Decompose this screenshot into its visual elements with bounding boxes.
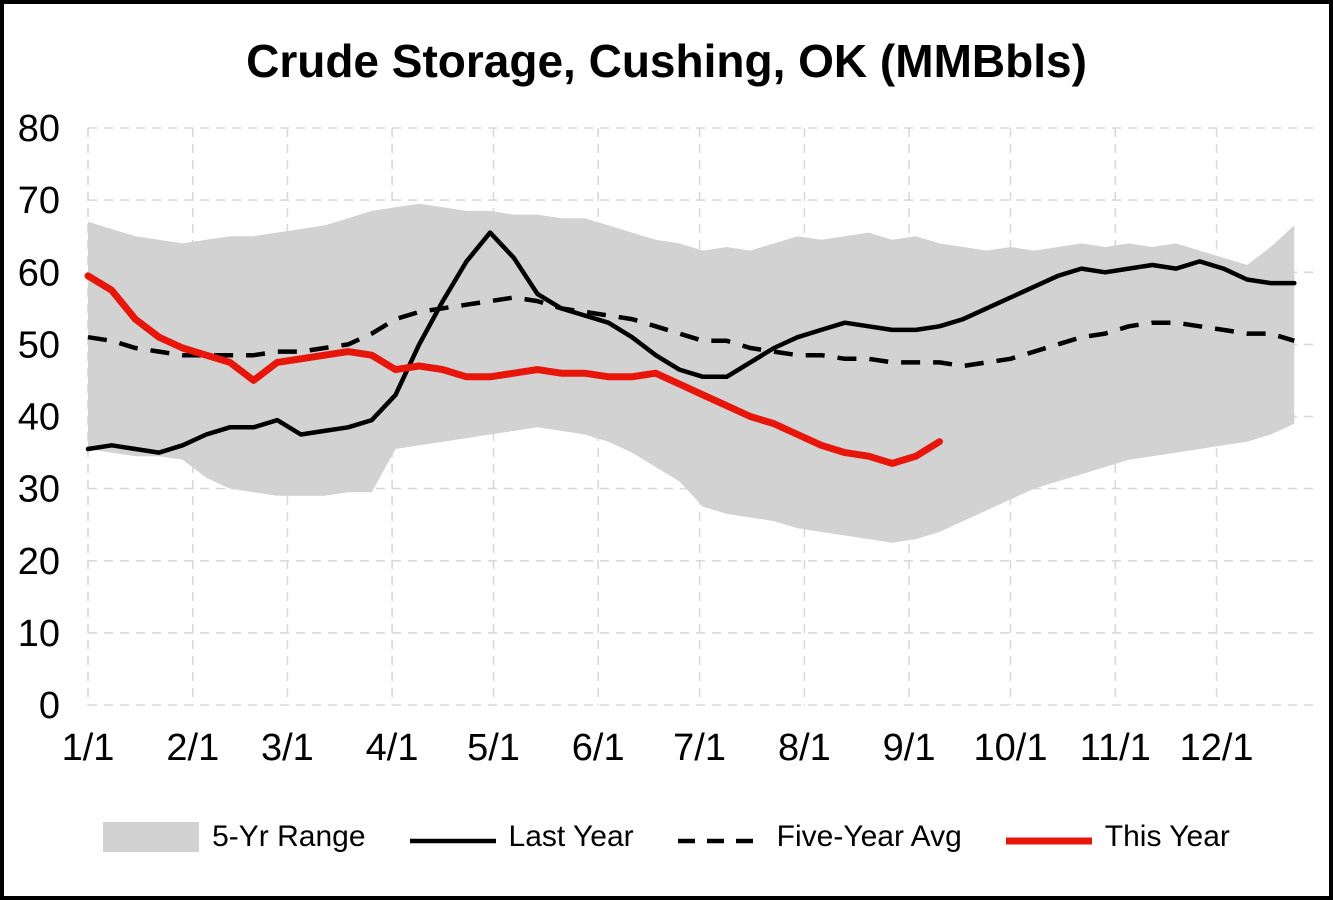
y-tick-label: 40 xyxy=(18,397,60,439)
series-line-five-year-avg xyxy=(87,295,1295,369)
x-tick-label: 3/1 xyxy=(261,727,314,769)
legend-swatch-range-band xyxy=(103,822,200,852)
y-tick-label: 0 xyxy=(39,685,60,727)
y-tick-label: 50 xyxy=(18,324,60,366)
x-tick-label: 4/1 xyxy=(366,727,419,769)
plot-area: 0 10 20 30 40 50 60 70 80 1/1 2/1 3/1 4/1 5/1 6/1 7/1 8/… xyxy=(18,108,1318,769)
x-tick-label: 2/1 xyxy=(166,727,219,769)
legend-item-five-year-avg: Five-Year Avg xyxy=(677,820,962,854)
chart-title: Crude Storage, Cushing, OK (MMBbls) xyxy=(246,35,1087,87)
chart-legend: 5-Yr Range Last Year Five-Year Avg This … xyxy=(0,820,1333,854)
x-tick-label: 12/1 xyxy=(1180,727,1254,769)
legend-swatch-solid-line-icon xyxy=(409,820,496,854)
legend-item-this-year: This Year xyxy=(1005,820,1230,854)
x-tick-label: 6/1 xyxy=(572,727,625,769)
x-tick-label: 10/1 xyxy=(974,727,1048,769)
legend-label-this-year: This Year xyxy=(1104,820,1230,853)
y-tick-label: 30 xyxy=(18,469,60,511)
legend-item-range: 5-Yr Range xyxy=(103,820,366,854)
y-tick-label: 20 xyxy=(18,541,60,583)
series-line-last-year xyxy=(85,230,1297,455)
x-tick-label: 7/1 xyxy=(673,727,726,769)
series-line-this-year xyxy=(84,272,943,467)
x-tick-label: 9/1 xyxy=(883,727,936,769)
y-tick-label: 70 xyxy=(18,180,60,222)
legend-label-last-year: Last Year xyxy=(508,820,634,853)
legend-swatch-dashed-line-icon xyxy=(677,820,764,854)
y-tick-label: 10 xyxy=(18,613,60,655)
legend-label-range: 5-Yr Range xyxy=(212,820,366,853)
x-tick-label: 1/1 xyxy=(62,727,115,769)
x-tick-label: 5/1 xyxy=(467,727,520,769)
x-tick-label: 11/1 xyxy=(1080,727,1151,769)
legend-swatch-red-line-icon xyxy=(1005,820,1092,854)
y-tick-label: 60 xyxy=(18,252,60,294)
legend-item-last-year: Last Year xyxy=(409,820,634,854)
legend-label-five-year-avg: Five-Year Avg xyxy=(776,820,962,853)
y-tick-label: 80 xyxy=(18,108,60,150)
x-tick-label: 8/1 xyxy=(778,727,831,769)
